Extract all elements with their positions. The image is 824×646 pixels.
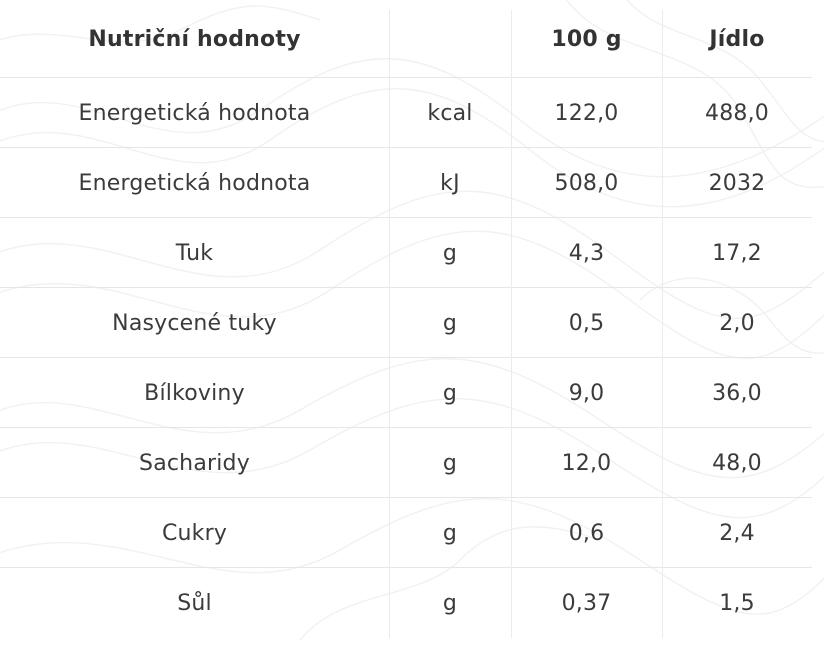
- nutrient-name: Energetická hodnota: [78, 100, 311, 126]
- table-row: Sacharidy g 12,0 48,0: [0, 428, 824, 498]
- value-per-meal: 2032: [708, 170, 766, 196]
- value-per-100g: 9,0: [568, 380, 605, 406]
- value-per-meal: 1,5: [719, 590, 755, 616]
- nutrient-unit: g: [442, 520, 458, 546]
- nutrient-name: Nasycené tuky: [112, 310, 277, 336]
- header-meal: Jídlo: [709, 26, 765, 52]
- table-header-row: Nutriční hodnoty 100 g Jídlo: [0, 0, 824, 78]
- nutrient-name: Tuk: [175, 240, 214, 266]
- value-per-100g: 12,0: [561, 450, 612, 476]
- row-divider: [0, 287, 812, 288]
- value-per-meal: 48,0: [712, 450, 762, 476]
- header-per-100g: 100 g: [551, 26, 622, 52]
- table-row: Tuk g 4,3 17,2: [0, 218, 824, 288]
- nutrient-unit: kcal: [427, 100, 473, 126]
- column-divider: [389, 10, 390, 638]
- row-divider: [0, 427, 812, 428]
- nutrient-unit: g: [442, 590, 458, 616]
- nutrient-unit: g: [442, 450, 458, 476]
- nutrient-unit: g: [442, 240, 458, 266]
- header-unit: [389, 0, 511, 78]
- nutrient-name: Sůl: [177, 590, 212, 616]
- row-divider: [0, 147, 812, 148]
- table-row: Nasycené tuky g 0,5 2,0: [0, 288, 824, 358]
- table-row: Energetická hodnota kJ 508,0 2032: [0, 148, 824, 218]
- header-nutrition-values: Nutriční hodnoty: [88, 26, 301, 52]
- nutrient-name: Energetická hodnota: [78, 170, 311, 196]
- value-per-meal: 17,2: [712, 240, 762, 266]
- value-per-meal: 2,4: [719, 520, 755, 546]
- nutrient-unit: g: [442, 310, 458, 336]
- column-divider: [662, 10, 663, 638]
- nutrient-unit: g: [442, 380, 458, 406]
- row-divider: [0, 357, 812, 358]
- nutrient-name: Cukry: [161, 520, 228, 546]
- row-divider: [0, 77, 812, 78]
- column-divider: [511, 10, 512, 638]
- value-per-meal: 488,0: [705, 100, 769, 126]
- value-per-meal: 2,0: [719, 310, 755, 336]
- row-divider: [0, 497, 812, 498]
- value-per-meal: 36,0: [712, 380, 762, 406]
- row-divider: [0, 567, 812, 568]
- nutrient-unit: kJ: [440, 170, 460, 196]
- value-per-100g: 0,37: [561, 590, 612, 616]
- value-per-100g: 0,6: [568, 520, 605, 546]
- nutrient-name: Bílkoviny: [144, 380, 245, 406]
- value-per-100g: 508,0: [554, 170, 619, 196]
- nutrient-name: Sacharidy: [139, 450, 250, 476]
- table-row: Bílkoviny g 9,0 36,0: [0, 358, 824, 428]
- value-per-100g: 0,5: [568, 310, 605, 336]
- value-per-100g: 4,3: [568, 240, 605, 266]
- table-row: Sůl g 0,37 1,5: [0, 568, 824, 638]
- value-per-100g: 122,0: [554, 100, 619, 126]
- table-row: Energetická hodnota kcal 122,0 488,0: [0, 78, 824, 148]
- table-row: Cukry g 0,6 2,4: [0, 498, 824, 568]
- row-divider: [0, 217, 812, 218]
